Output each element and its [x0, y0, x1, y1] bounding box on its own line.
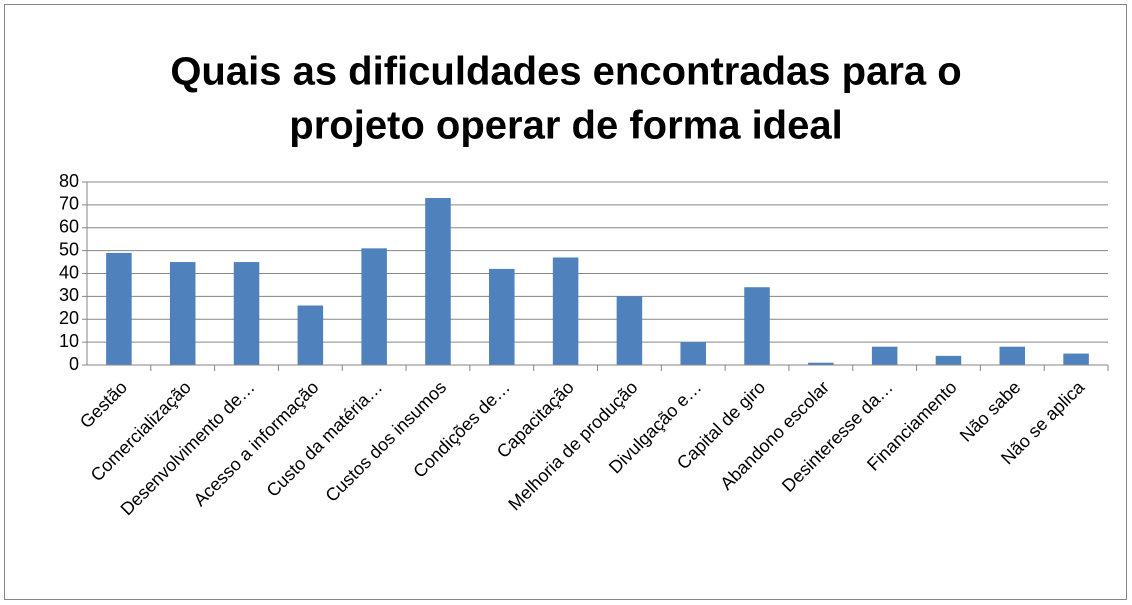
y-tick-label: 40: [59, 262, 79, 282]
bar: [361, 248, 387, 365]
bar: [616, 296, 643, 365]
bar: [935, 355, 962, 365]
bar: [999, 346, 1026, 365]
chart-title: Quais as dificuldades encontradas para o: [170, 50, 961, 94]
bar: [744, 287, 770, 365]
bar: [169, 262, 196, 365]
y-tick-label: 20: [59, 308, 79, 328]
y-tick-label: 50: [59, 239, 79, 259]
y-tick-label: 60: [59, 217, 79, 237]
y-tick-label: 70: [59, 194, 79, 214]
bar: [297, 305, 324, 365]
y-tick-label: 80: [59, 171, 79, 191]
bar: [871, 346, 898, 365]
bar: [425, 198, 451, 365]
bar: [680, 342, 706, 365]
chart-title: projeto operar de forma ideal: [289, 104, 842, 148]
bar: [233, 262, 260, 365]
bar: [106, 252, 132, 365]
y-tick-label: 10: [59, 331, 79, 351]
bar: [489, 268, 515, 365]
bar: [808, 362, 834, 365]
y-tick-label: 30: [59, 285, 79, 305]
bar: [552, 257, 579, 365]
y-tick-label: 0: [69, 354, 79, 374]
bar: [1063, 353, 1089, 365]
